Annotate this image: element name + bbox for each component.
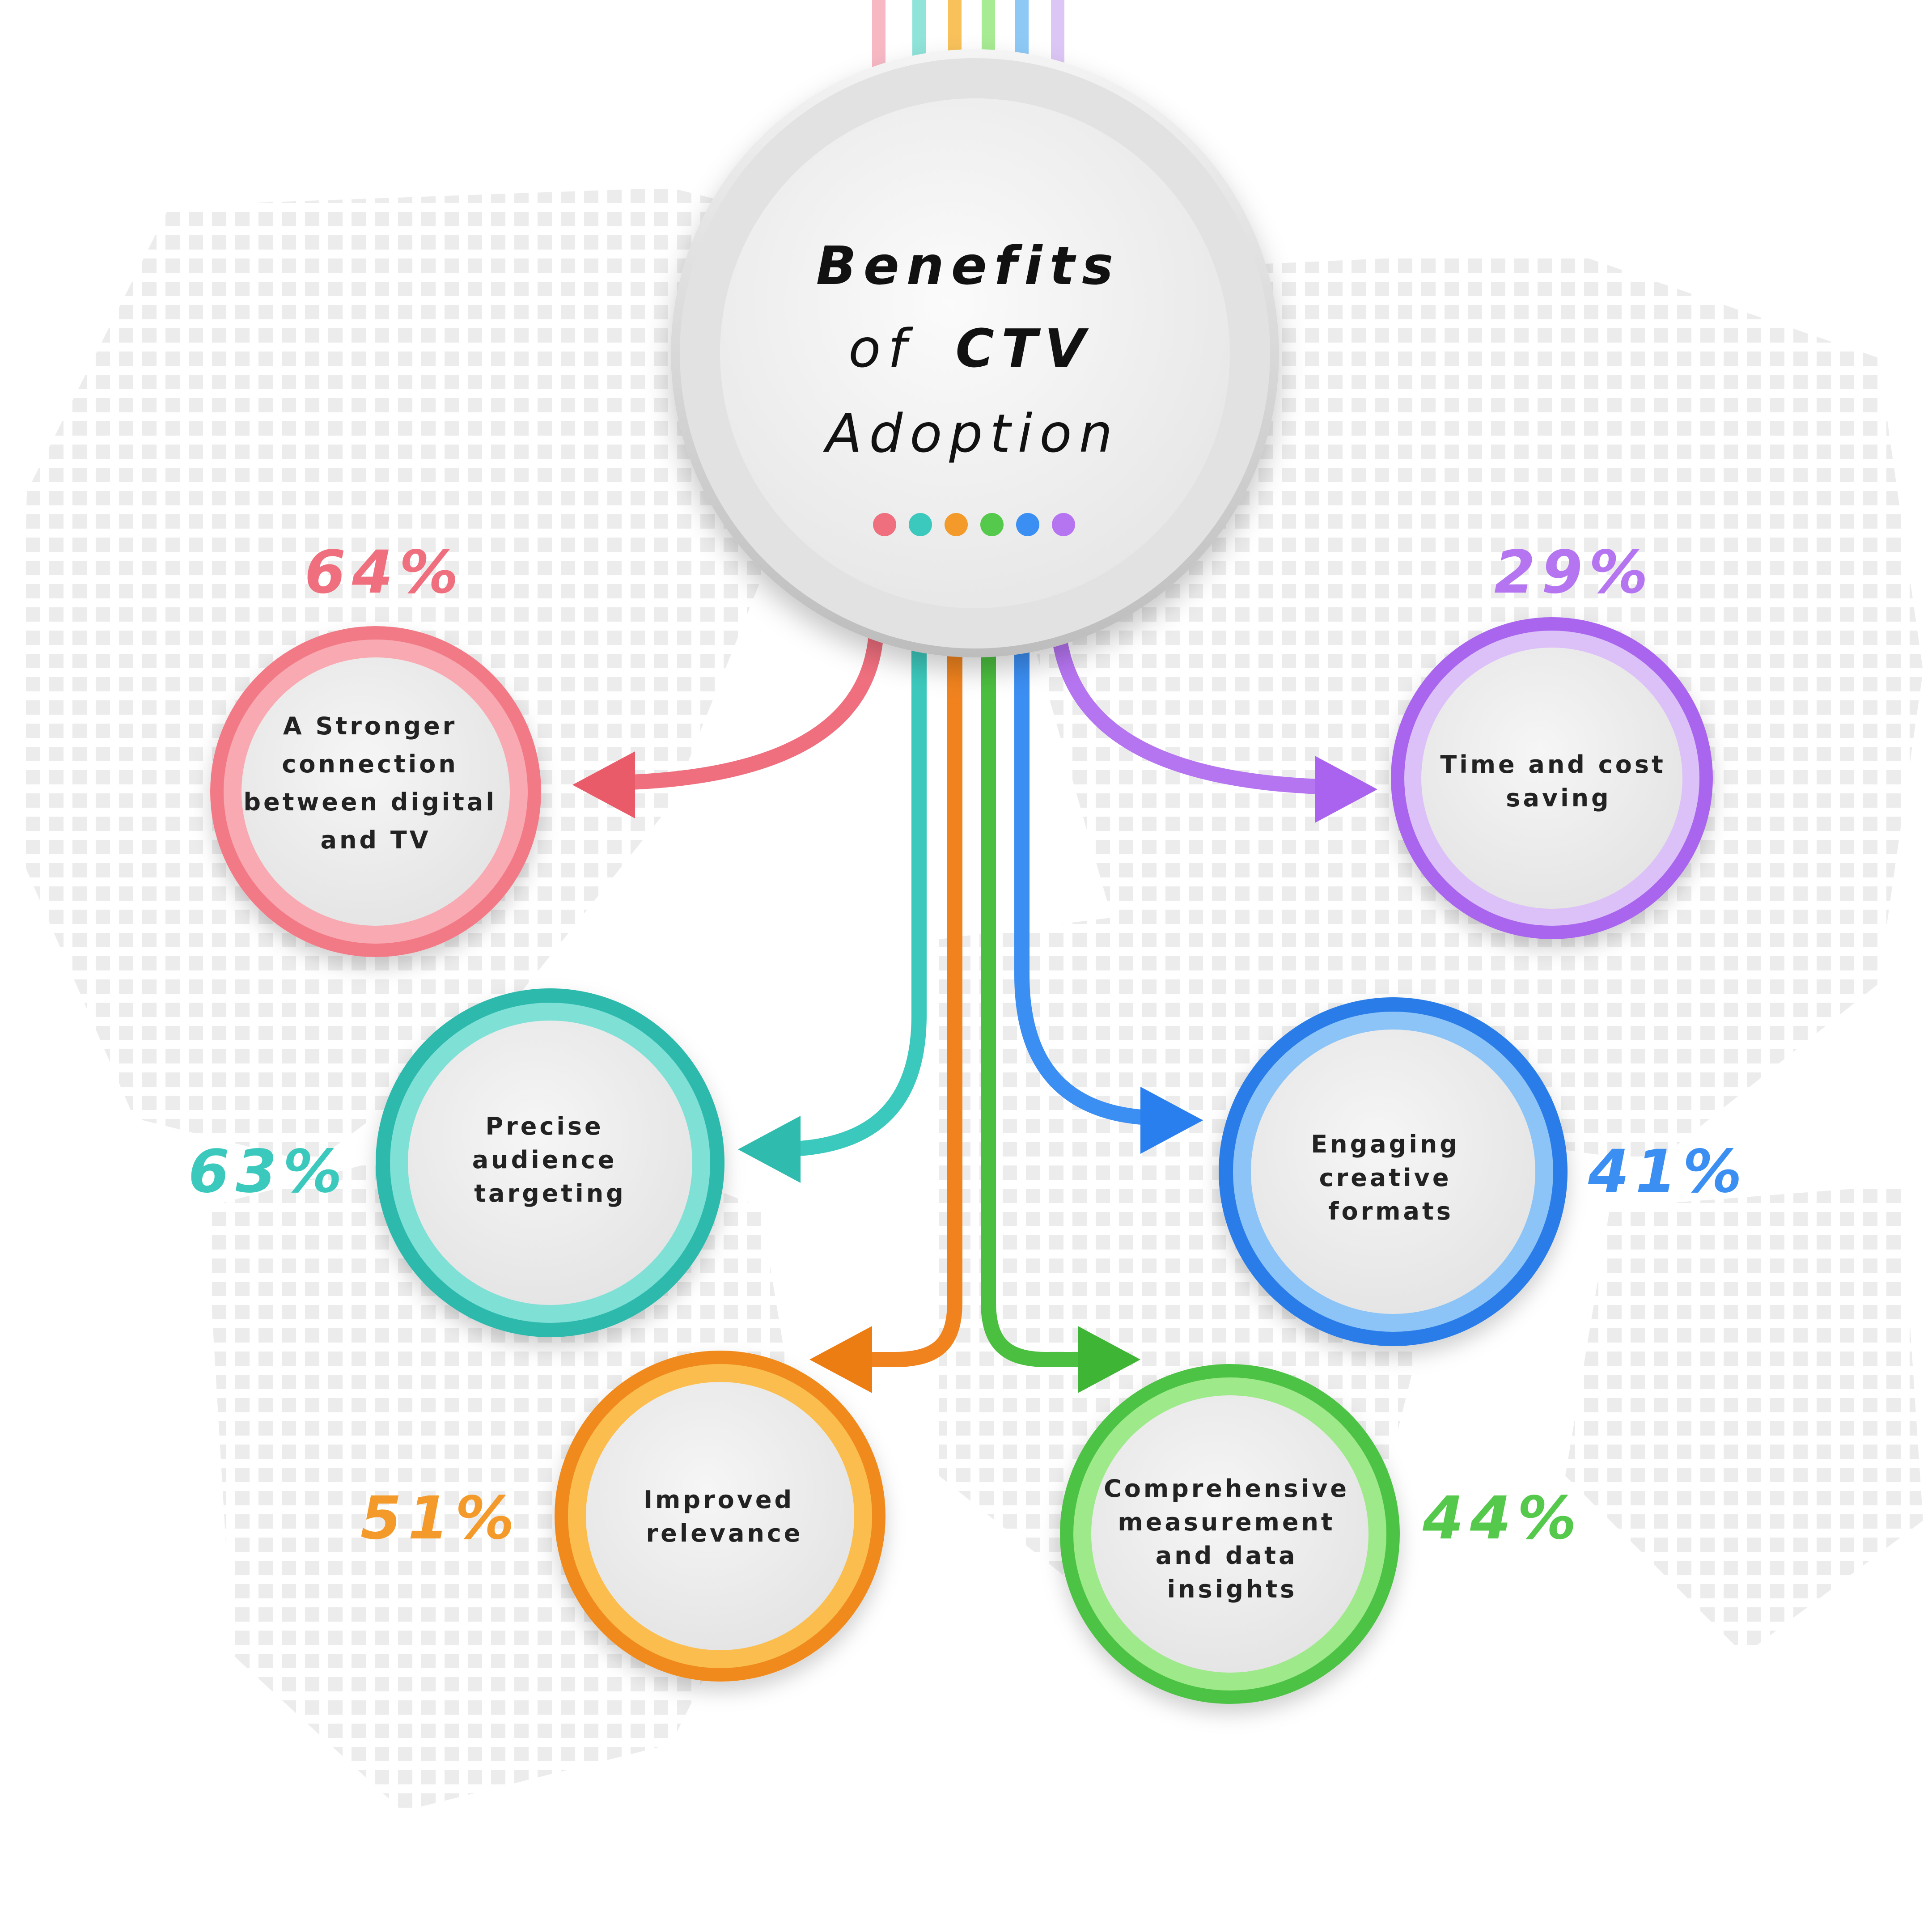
dot-orange — [945, 513, 968, 536]
arrowhead-measurement — [1078, 1326, 1140, 1393]
benefit-label-relevance: Improved relevance — [644, 1486, 805, 1547]
percent-formats: 41% — [1588, 1137, 1748, 1206]
benefit-node-formats: Engaging creative formats — [1219, 997, 1568, 1346]
connector-arrow-connection — [610, 614, 884, 790]
dot-purple — [1052, 513, 1075, 536]
title-ctv: CTV — [955, 318, 1092, 379]
dot-green — [980, 513, 1004, 536]
benefit-node-connection: A Stronger connection between digital an… — [210, 626, 541, 957]
dot-pink — [873, 513, 896, 536]
percent-measurement: 44% — [1422, 1484, 1583, 1553]
benefit-node-relevance: Improved relevance — [555, 1351, 886, 1682]
arrowhead-targeting — [738, 1116, 801, 1183]
arrowhead-saving — [1315, 756, 1377, 823]
benefit-node-saving: Time and cost saving — [1391, 617, 1713, 939]
benefit-label-connection: A Stronger connection between digital an… — [243, 712, 508, 854]
benefit-label-measurement: Comprehensive measurement and data insig… — [1104, 1474, 1360, 1603]
benefit-node-measurement: Comprehensive measurement and data insig… — [1060, 1364, 1400, 1704]
connector-arrow-saving — [1050, 614, 1340, 795]
dot-blue — [1016, 513, 1039, 536]
benefit-label-targeting: Precise audience targeting — [472, 1112, 628, 1208]
percent-relevance: 51% — [360, 1484, 521, 1553]
percent-targeting: 63% — [188, 1137, 348, 1206]
arrowhead-relevance — [809, 1326, 872, 1393]
dot-teal — [909, 513, 932, 536]
benefit-label-saving: Time and cost saving — [1440, 750, 1677, 812]
benefit-label-formats: Engaging creative formats — [1311, 1130, 1471, 1225]
arrowhead-formats — [1140, 1087, 1203, 1154]
connector-arrow-relevance — [842, 619, 962, 1367]
title-line-3: Adoption — [823, 402, 1120, 464]
title-of: of — [848, 318, 914, 379]
title-line-2: of CTV — [848, 318, 1093, 379]
connector-arrow-targeting — [771, 619, 927, 1157]
arrowhead-connection — [572, 751, 635, 818]
central-hub: Benefits of CTV Adoption — [671, 49, 1279, 657]
title-line-1: Benefits — [816, 235, 1120, 297]
connector-arrow-formats — [1014, 619, 1170, 1126]
color-dots — [873, 513, 1075, 536]
connector-arrow-measurement — [981, 619, 1094, 1367]
percent-connection: 64% — [305, 538, 465, 607]
percent-saving: 29% — [1494, 538, 1654, 607]
connector-arrows — [572, 614, 1377, 1393]
benefit-node-targeting: Precise audience targeting — [376, 988, 724, 1337]
